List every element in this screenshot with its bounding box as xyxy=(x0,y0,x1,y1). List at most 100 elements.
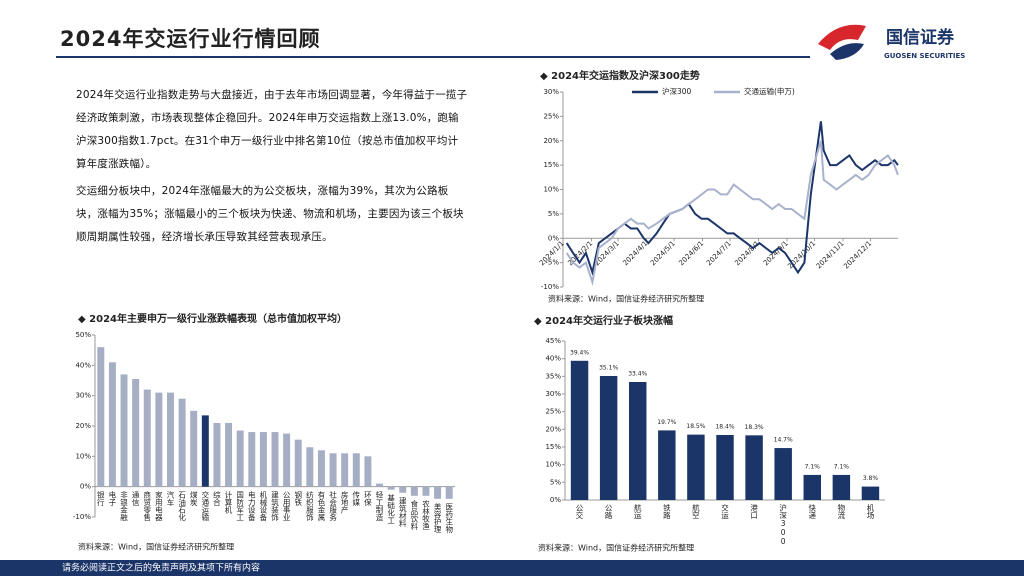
x-tick-label: 快递 xyxy=(808,503,817,521)
x-tick-label: 有色金属 xyxy=(317,489,326,522)
logo-mark xyxy=(818,24,866,50)
bar xyxy=(306,447,314,487)
value-label: 7.1% xyxy=(834,463,850,470)
bar xyxy=(745,435,763,500)
value-label: 18.3% xyxy=(745,424,764,431)
x-tick-label: 社会服务 xyxy=(328,489,337,522)
logo-text: 国信证券 xyxy=(886,27,955,48)
x-tick-label: 传媒 xyxy=(352,489,361,507)
x-tick-label: 电力设备 xyxy=(247,489,256,522)
x-tick-label: 机械设备 xyxy=(259,489,268,522)
bar xyxy=(225,422,233,487)
logo-mark xyxy=(830,43,864,60)
x-tick-label: 美容护理 xyxy=(433,501,442,533)
x-tick-label: 基础化工 xyxy=(386,492,395,524)
y-tick-label: 25% xyxy=(545,408,561,416)
x-tick-label: 交运 xyxy=(720,503,729,521)
logo: 国信证券 GUOSEN SECURITIES xyxy=(818,24,965,60)
bar xyxy=(167,392,174,487)
x-tick-label: 医药生物 xyxy=(444,502,453,534)
value-label: 3.8% xyxy=(863,475,879,482)
y-tick-label: -10% xyxy=(541,283,559,291)
bar xyxy=(248,432,256,487)
x-tick-label: 2024/6/1 xyxy=(677,239,705,267)
y-tick-label: 0% xyxy=(80,483,91,491)
x-tick-label: 公用事业 xyxy=(282,491,291,521)
x-tick-label: 2024/12/1 xyxy=(842,239,873,270)
y-tick-label: 20% xyxy=(75,422,91,430)
bar xyxy=(410,486,418,496)
y-tick-label: 0% xyxy=(548,234,559,242)
value-label: 33.4% xyxy=(628,370,647,377)
x-tick-label: 机场 xyxy=(866,503,875,521)
x-tick-label: 公路 xyxy=(604,504,613,519)
page-title: 2024年交运行业行情回顾 xyxy=(60,27,320,51)
chart-title: ◆ 2024年交运指数及沪深300走势 xyxy=(540,69,700,82)
x-tick-label: 环保 xyxy=(363,490,372,507)
legend-label: 沪深300 xyxy=(662,86,692,96)
bar xyxy=(422,486,430,496)
bar xyxy=(132,378,140,487)
bar xyxy=(861,486,880,500)
footer-text: 请务必阅读正文之后的免责声明及其项下所有内容 xyxy=(62,562,260,574)
logo-subtext: GUOSEN SECURITIES xyxy=(884,52,965,60)
paragraph: 2024年交运行业指数走势与大盘接近，由于去年市场回调显著，今年得益于一揽子经济… xyxy=(76,89,468,170)
value-label: 18.5% xyxy=(686,423,705,430)
bar xyxy=(201,415,209,487)
x-tick-label: 公交 xyxy=(575,504,584,520)
bar xyxy=(658,430,676,500)
x-tick-label: 2024/7/1 xyxy=(705,239,733,267)
x-tick-label: 2024/5/1 xyxy=(649,239,677,267)
bar xyxy=(283,433,291,487)
x-tick-label: 食品饮料 xyxy=(410,498,419,531)
y-tick-label: 30% xyxy=(75,392,91,400)
y-tick-label: 40% xyxy=(545,355,561,363)
x-tick-label: 电子 xyxy=(108,489,117,506)
value-label: 39.4% xyxy=(570,349,589,356)
value-label: 7.1% xyxy=(805,463,821,470)
bar xyxy=(190,410,198,487)
y-tick-label: 50% xyxy=(75,331,91,339)
bar xyxy=(108,362,116,487)
chart-title: ◆ 2024年交运行业子板块涨幅 xyxy=(534,314,673,327)
y-tick-label: 40% xyxy=(75,361,91,369)
bar xyxy=(599,375,618,500)
legend-label: 交通运输(申万) xyxy=(744,86,795,96)
value-label: 14.7% xyxy=(774,437,793,444)
x-tick-label: 家用电器 xyxy=(154,489,163,522)
value-label: 19.7% xyxy=(657,419,676,426)
value-label: 18.4% xyxy=(715,423,734,430)
y-tick-label: -10% xyxy=(73,513,91,521)
x-tick-label: 非银金融 xyxy=(119,489,128,522)
chart-title: ◆ 2024年主要申万一级行业涨跌幅表现（总市值加权平均） xyxy=(78,312,347,325)
bar xyxy=(178,398,186,487)
y-tick-label: 25% xyxy=(543,112,559,120)
x-tick-label: 纺织服饰 xyxy=(305,489,314,522)
y-tick-label: 5% xyxy=(550,478,561,486)
y-tick-label: 10% xyxy=(545,461,561,469)
chart-source: 资料来源：Wind，国信证券经济研究所整理 xyxy=(548,294,704,304)
x-tick-label: 2024/4/1 xyxy=(621,239,649,267)
x-tick-label: 国防军工 xyxy=(235,490,244,521)
x-tick-label: 航运 xyxy=(633,503,642,521)
y-tick-label: 0% xyxy=(550,496,561,504)
x-tick-label: 房地产 xyxy=(340,489,349,514)
x-tick-label: 煤炭 xyxy=(189,489,198,507)
y-tick-label: 20% xyxy=(543,137,559,145)
bar xyxy=(271,432,279,487)
x-tick-label: 石油石化 xyxy=(177,490,186,522)
x-tick-label: 通信 xyxy=(131,489,140,507)
bar xyxy=(376,483,383,487)
x-tick-label: 计算机 xyxy=(224,489,233,514)
x-tick-label: 沪深300 xyxy=(778,503,787,546)
x-tick-label: 银行 xyxy=(96,490,105,507)
bar xyxy=(143,389,151,487)
y-tick-label: 15% xyxy=(545,443,561,451)
x-tick-label: 铁路 xyxy=(662,503,671,520)
bar xyxy=(341,453,349,487)
x-tick-label: 钢铁 xyxy=(293,489,302,507)
bar xyxy=(387,486,395,490)
x-tick-label: 2024/11/1 xyxy=(815,239,846,270)
